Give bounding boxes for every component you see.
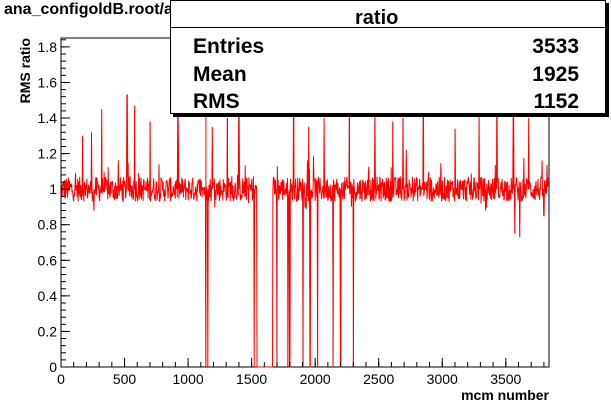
stats-value-mean: 1925: [532, 63, 579, 86]
y-tick-label: 0.6: [38, 252, 58, 268]
y-tick-label: 0.4: [38, 288, 58, 304]
data-series-line: [60, 46, 550, 368]
x-tick-label: 1500: [236, 371, 267, 387]
y-tick-label: 1.4: [38, 110, 58, 126]
y-tick-label: 1.6: [38, 74, 58, 90]
y-tick-label: 1.8: [38, 39, 58, 55]
stats-divider: [171, 27, 605, 28]
x-tick-label: 2000: [300, 371, 331, 387]
x-tick-label: 0: [57, 371, 65, 387]
stats-row-mean: Mean 1925: [171, 63, 605, 89]
x-tick-label: 2500: [363, 371, 394, 387]
y-tick-label: 0: [49, 359, 57, 375]
x-axis-label: mcm number: [461, 387, 549, 403]
x-tick-label: 3500: [490, 371, 521, 387]
y-tick-label: 1.2: [38, 146, 58, 162]
stats-label-mean: Mean: [193, 63, 247, 86]
y-tick-label: 1: [49, 181, 57, 197]
y-tick-label: 0.8: [38, 217, 58, 233]
x-tick-label: 500: [113, 371, 137, 387]
stats-box: ratio Entries 3533 Mean 1925 RMS 1152: [170, 0, 606, 114]
stats-value-entries: 3533: [532, 35, 579, 58]
x-tick-label: 1000: [173, 371, 204, 387]
stats-row-entries: Entries 3533: [171, 35, 605, 61]
stats-label-entries: Entries: [193, 35, 265, 58]
y-tick-label: 0.2: [38, 323, 58, 339]
y-axis-label: RMS ratio: [17, 38, 33, 103]
stats-value-rms: 1152: [533, 90, 579, 113]
stats-box-title: ratio: [355, 7, 399, 29]
x-tick-label: 3000: [427, 371, 458, 387]
stats-label-rms: RMS: [193, 90, 240, 113]
stats-row-rms: RMS 1152: [171, 90, 605, 116]
